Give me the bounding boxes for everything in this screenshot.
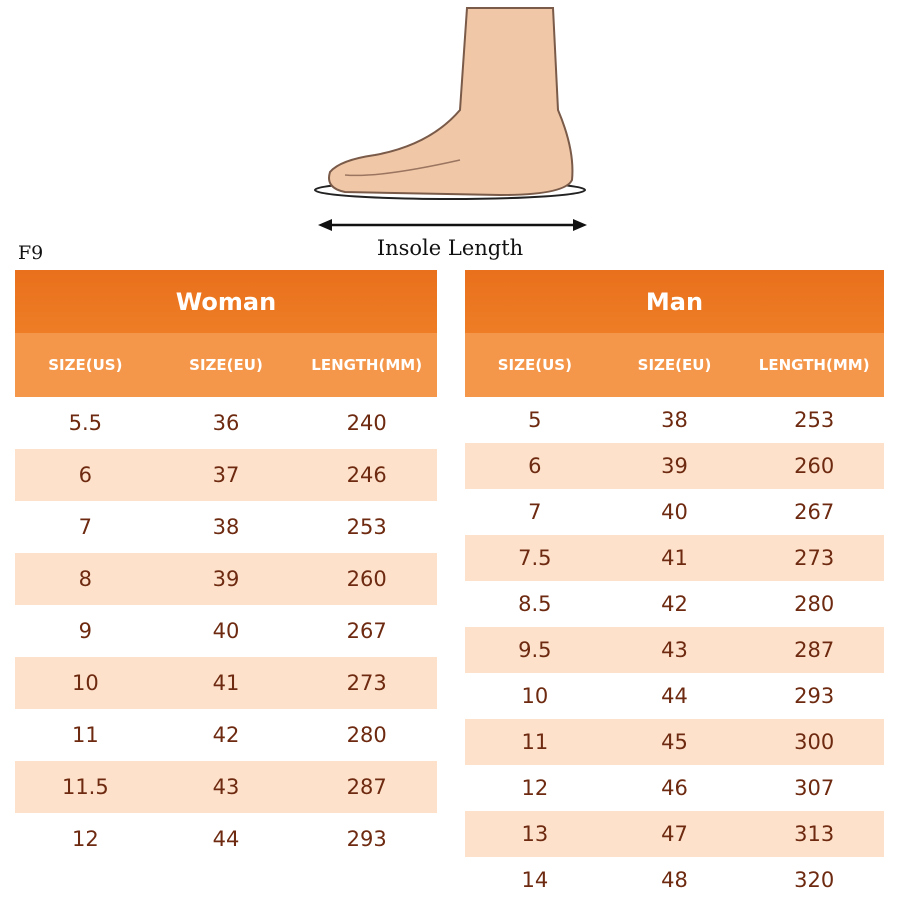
- table-cell: 280: [794, 592, 835, 616]
- table-cell: 7: [528, 500, 542, 524]
- header-cell: LENGTH(MM): [758, 356, 870, 374]
- header-cell: SIZE(EU): [189, 356, 263, 374]
- table-cell: 39: [212, 567, 240, 591]
- table-cell: 37: [212, 463, 240, 487]
- table-cell: 307: [794, 776, 835, 800]
- foot-illustration: Insole Length: [314, 7, 587, 260]
- table-row: 5.5 36 240: [15, 397, 437, 449]
- table-row: 11.5 43 287: [15, 761, 437, 813]
- table-title: Woman: [15, 270, 437, 333]
- table-row: 11 45 300: [465, 719, 884, 765]
- table-cell: 313: [794, 822, 835, 846]
- table-cell: 7.5: [518, 546, 552, 570]
- table-cell: 10: [521, 684, 549, 708]
- table-cell: 9: [78, 619, 93, 643]
- table-row: 8.5 42 280: [465, 581, 884, 627]
- header-row: SIZE(US) SIZE(EU) LENGTH(MM): [15, 333, 437, 397]
- table-cell: 12: [71, 827, 99, 851]
- table-cell: 253: [346, 515, 387, 539]
- table-row: 12 44 293: [15, 813, 437, 865]
- table-cell: 11: [521, 730, 549, 754]
- table-row: 6 39 260: [465, 443, 884, 489]
- table-row: 10 44 293: [465, 673, 884, 719]
- table-cell: 10: [71, 671, 99, 695]
- table-cell: 8: [78, 567, 93, 591]
- header-row: SIZE(US) SIZE(EU) LENGTH(MM): [465, 333, 884, 397]
- table-cell: 300: [794, 730, 835, 754]
- table-cell: 9.5: [518, 638, 552, 662]
- table-row: 7.5 41 273: [465, 535, 884, 581]
- table-cell: 280: [346, 723, 387, 747]
- table-cell: 11: [71, 723, 99, 747]
- table-cell: 6: [78, 463, 93, 487]
- table-cell: 36: [212, 411, 240, 435]
- table-cell: 273: [346, 671, 387, 695]
- size-table: Man SIZE(US) SIZE(EU) LENGTH(MM) 5 38 253 6 39 26…: [465, 270, 884, 903]
- table-row: 12 46 307: [465, 765, 884, 811]
- table-cell: 41: [212, 671, 240, 695]
- table-cell: 8.5: [518, 592, 552, 616]
- table-cell: 39: [661, 454, 688, 478]
- illustration-label: Insole Length: [377, 236, 523, 260]
- table-cell: 42: [661, 592, 688, 616]
- table-row: 14 48 320: [465, 857, 884, 903]
- table-cell: 260: [794, 454, 835, 478]
- header-cell: SIZE(EU): [637, 356, 712, 374]
- table-cell: 44: [212, 827, 240, 851]
- table-cell: 320: [794, 868, 835, 892]
- table-cell: 260: [346, 567, 387, 591]
- table-cell: 5.5: [68, 411, 103, 435]
- table-row: 8 39 260: [15, 553, 437, 605]
- table-row: 10 41 273: [15, 657, 437, 709]
- table-cell: 6: [528, 454, 542, 478]
- table-cell: 42: [212, 723, 240, 747]
- table-cell: 40: [661, 500, 688, 524]
- toe-line: [344, 159, 461, 177]
- table-row: 7 38 253: [15, 501, 437, 553]
- header-cell: LENGTH(MM): [311, 356, 423, 374]
- code-label: F9: [18, 242, 44, 264]
- table-cell: 5: [528, 408, 542, 432]
- table-cell: 40: [212, 619, 240, 643]
- table-cell: 48: [661, 868, 688, 892]
- header-cell: SIZE(US): [497, 356, 572, 374]
- foot: [328, 7, 574, 197]
- table-cell: 293: [346, 827, 387, 851]
- table-cell: 12: [521, 776, 549, 800]
- table-cell: 13: [521, 822, 549, 846]
- header-cell: SIZE(US): [48, 356, 123, 374]
- table-row: 13 47 313: [465, 811, 884, 857]
- table-title: Man: [465, 270, 884, 333]
- table-cell: 273: [794, 546, 835, 570]
- table-cell: 47: [661, 822, 688, 846]
- table-cell: 267: [794, 500, 835, 524]
- table-cell: 287: [346, 775, 387, 799]
- table-cell: 38: [212, 515, 240, 539]
- table-cell: 246: [346, 463, 387, 487]
- table-row: 7 40 267: [465, 489, 884, 535]
- table-cell: 253: [794, 408, 835, 432]
- table-row: 11 42 280: [15, 709, 437, 761]
- table-cell: 41: [661, 546, 688, 570]
- table-cell: 267: [346, 619, 387, 643]
- table-row: 9 40 267: [15, 605, 437, 657]
- table-cell: 7: [78, 515, 93, 539]
- table-cell: 11.5: [61, 775, 109, 799]
- table-cell: 46: [661, 776, 688, 800]
- table-row: 9.5 43 287: [465, 627, 884, 673]
- table-cell: 43: [212, 775, 240, 799]
- table-cell: 240: [346, 411, 387, 435]
- table-cell: 293: [794, 684, 835, 708]
- table-cell: 14: [521, 868, 549, 892]
- size-table: Woman SIZE(US) SIZE(EU) LENGTH(MM) 5.5 36 240 6…: [15, 270, 437, 865]
- table-cell: 287: [794, 638, 835, 662]
- table-row: 6 37 246: [15, 449, 437, 501]
- table-cell: 43: [661, 638, 688, 662]
- table-cell: 44: [661, 684, 688, 708]
- table-row: 5 38 253: [465, 397, 884, 443]
- table-cell: 45: [661, 730, 688, 754]
- table-cell: 38: [661, 408, 688, 432]
